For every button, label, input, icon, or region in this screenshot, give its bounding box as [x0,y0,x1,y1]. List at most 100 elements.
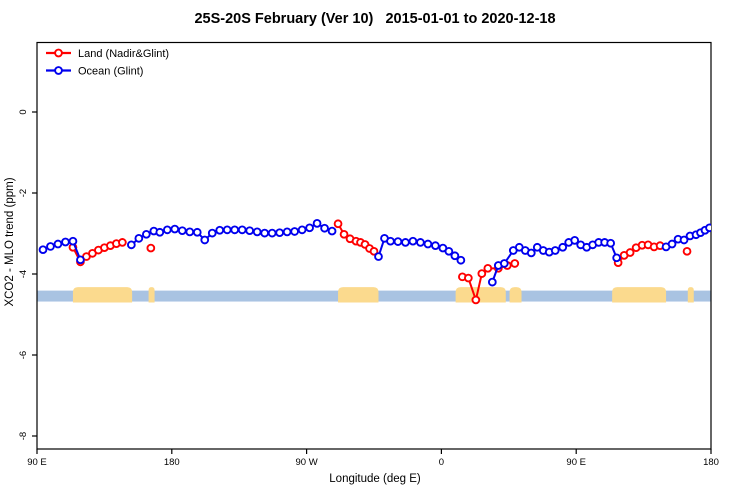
data-point [185,227,195,237]
data-point [192,227,202,237]
land-patch [687,287,694,303]
data-point [499,259,509,268]
land-series [68,219,692,305]
land-patch [509,287,522,303]
data-point [374,252,383,261]
data-point [483,263,493,273]
data-point [245,226,255,236]
data-point [408,236,418,246]
data-point [682,246,692,256]
data-point [53,239,63,249]
x-tick-label: 90 W [296,457,318,468]
x-axis: 90 E 180 90 W 0 90 E 180 [27,449,719,468]
data-point [625,248,635,257]
data-point [237,225,247,235]
y-tick-label: -6 [18,351,29,359]
x-tick-label: 180 [164,457,180,468]
data-point [207,228,217,238]
data-point [252,227,262,237]
x-tick-label: 180 [703,457,719,468]
land-patch [148,287,155,303]
data-point [170,224,180,234]
data-point [510,259,520,268]
data-point [146,243,156,253]
land-ocean-strip [37,287,711,303]
y-tick-label: -8 [18,432,29,440]
data-point [431,241,440,251]
land-patch [338,287,379,303]
y-tick-label: -4 [18,270,29,278]
land-patch [72,287,133,303]
data-point [200,235,210,245]
data-point [386,236,395,246]
data-point [570,236,580,245]
plot-border [36,41,712,450]
data-point [267,228,277,238]
x-tick-label: 90 E [27,457,47,468]
data-point [260,228,270,238]
data-point [606,238,615,248]
data-point [327,226,337,236]
data-point [275,228,284,238]
data-point [369,246,379,256]
x-tick-label: 90 E [566,457,586,468]
legend-label: Land (Nadir&Glint) [78,48,169,60]
data-point [320,223,329,233]
data-point [550,246,560,255]
data-point [612,253,621,263]
data-point [297,225,307,235]
y-tick-label: 0 [18,109,29,114]
data-point [177,226,187,236]
land-patch [612,287,667,303]
y-tick-label: -2 [18,189,29,197]
land-patch [455,287,506,303]
data-point [558,242,568,252]
legend: Land (Nadir&Glint) Ocean (Glint) [46,48,169,78]
x-axis-label: Longitude (deg E) [329,473,421,485]
y-axis: 0 -2 -4 -6 -8 [18,109,37,440]
x-tick-label: 0 [439,457,444,468]
data-point [477,269,487,278]
data-point [444,246,454,256]
data-point [393,237,403,246]
data-point [38,245,48,255]
legend-marker [54,66,63,75]
data-point [464,273,473,283]
data-point [141,229,151,239]
data-point [450,251,460,261]
data-point [456,255,466,265]
data-point [333,219,343,229]
data-point [423,239,433,249]
data-point [679,235,689,245]
data-point [61,237,70,247]
legend-marker [54,48,63,58]
chart-title: 25S-20S February (Ver 10) 2015-01-01 to … [194,11,556,27]
data-point [162,225,172,235]
data-point [282,227,292,237]
data-point [667,239,677,249]
data-point [401,238,410,247]
data-point [118,238,127,247]
data-point [46,242,55,251]
data-point [155,227,165,237]
data-point [127,240,136,250]
data-point [487,277,497,287]
data-point [416,238,425,247]
data-point [68,236,78,246]
data-point [526,248,536,258]
data-point [222,225,232,235]
data-point [312,219,322,228]
data-point [471,295,481,305]
data-point [134,234,144,243]
data-point [705,223,711,233]
data-point [290,227,299,236]
data-point [215,225,225,235]
data-point [76,255,85,265]
ocean-series [38,219,711,287]
data-point [339,229,349,239]
data-point [305,223,314,233]
data-point [230,225,240,235]
legend-label: Ocean (Glint) [78,66,143,78]
